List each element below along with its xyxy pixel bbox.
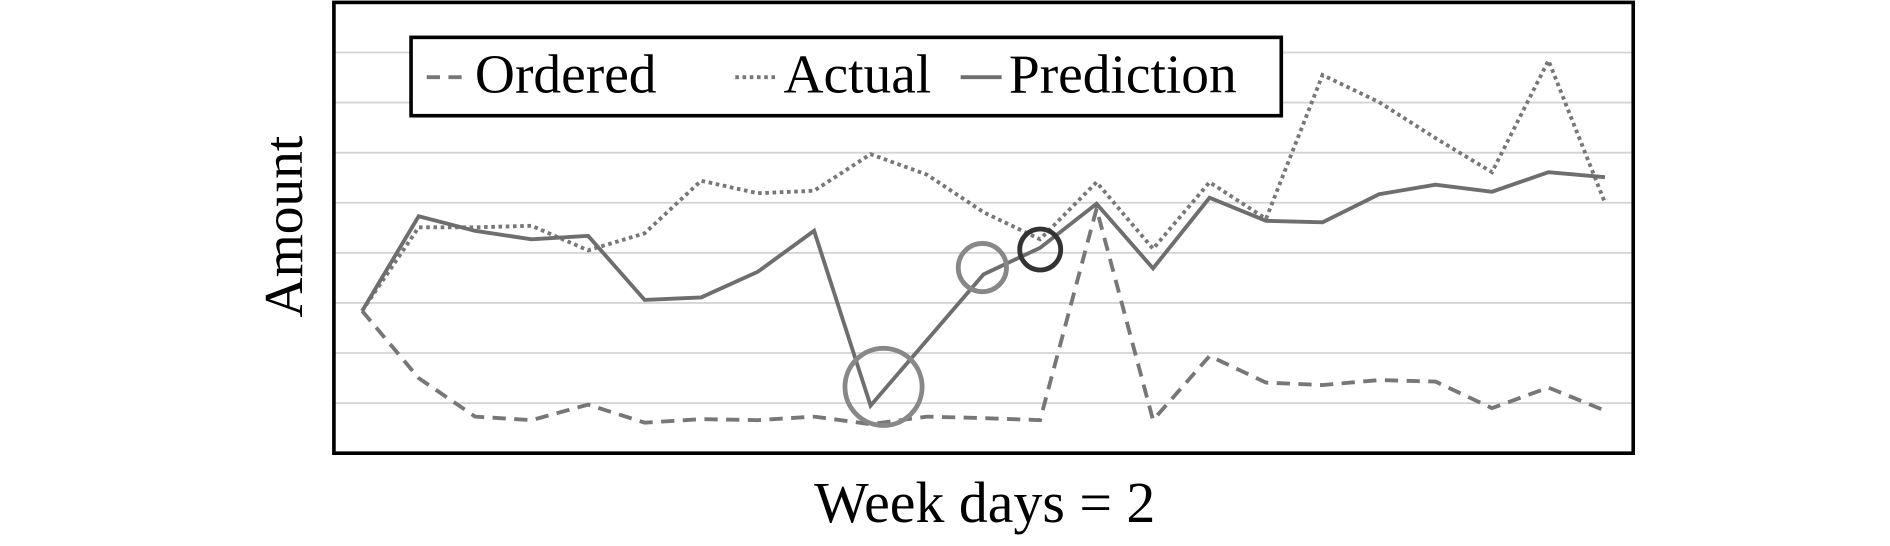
highlight-circle bbox=[842, 345, 925, 428]
lines bbox=[360, 55, 1607, 427]
series-line bbox=[360, 170, 1606, 410]
legend-box bbox=[409, 35, 1284, 118]
legend-label: Actual bbox=[783, 43, 931, 104]
series-line bbox=[360, 201, 1606, 427]
legend: Ordered Actual Prediction bbox=[409, 35, 1284, 118]
x-axis-label: Week days = 2 bbox=[814, 470, 1155, 535]
highlight-circle bbox=[1017, 226, 1064, 273]
highlight-circle bbox=[955, 241, 1009, 295]
series-line bbox=[360, 55, 1607, 313]
legend-label: Prediction bbox=[1009, 43, 1237, 104]
y-axis-label: Amount bbox=[253, 135, 314, 317]
legend-label: Ordered bbox=[475, 43, 657, 104]
plot-frame bbox=[332, 0, 1636, 455]
